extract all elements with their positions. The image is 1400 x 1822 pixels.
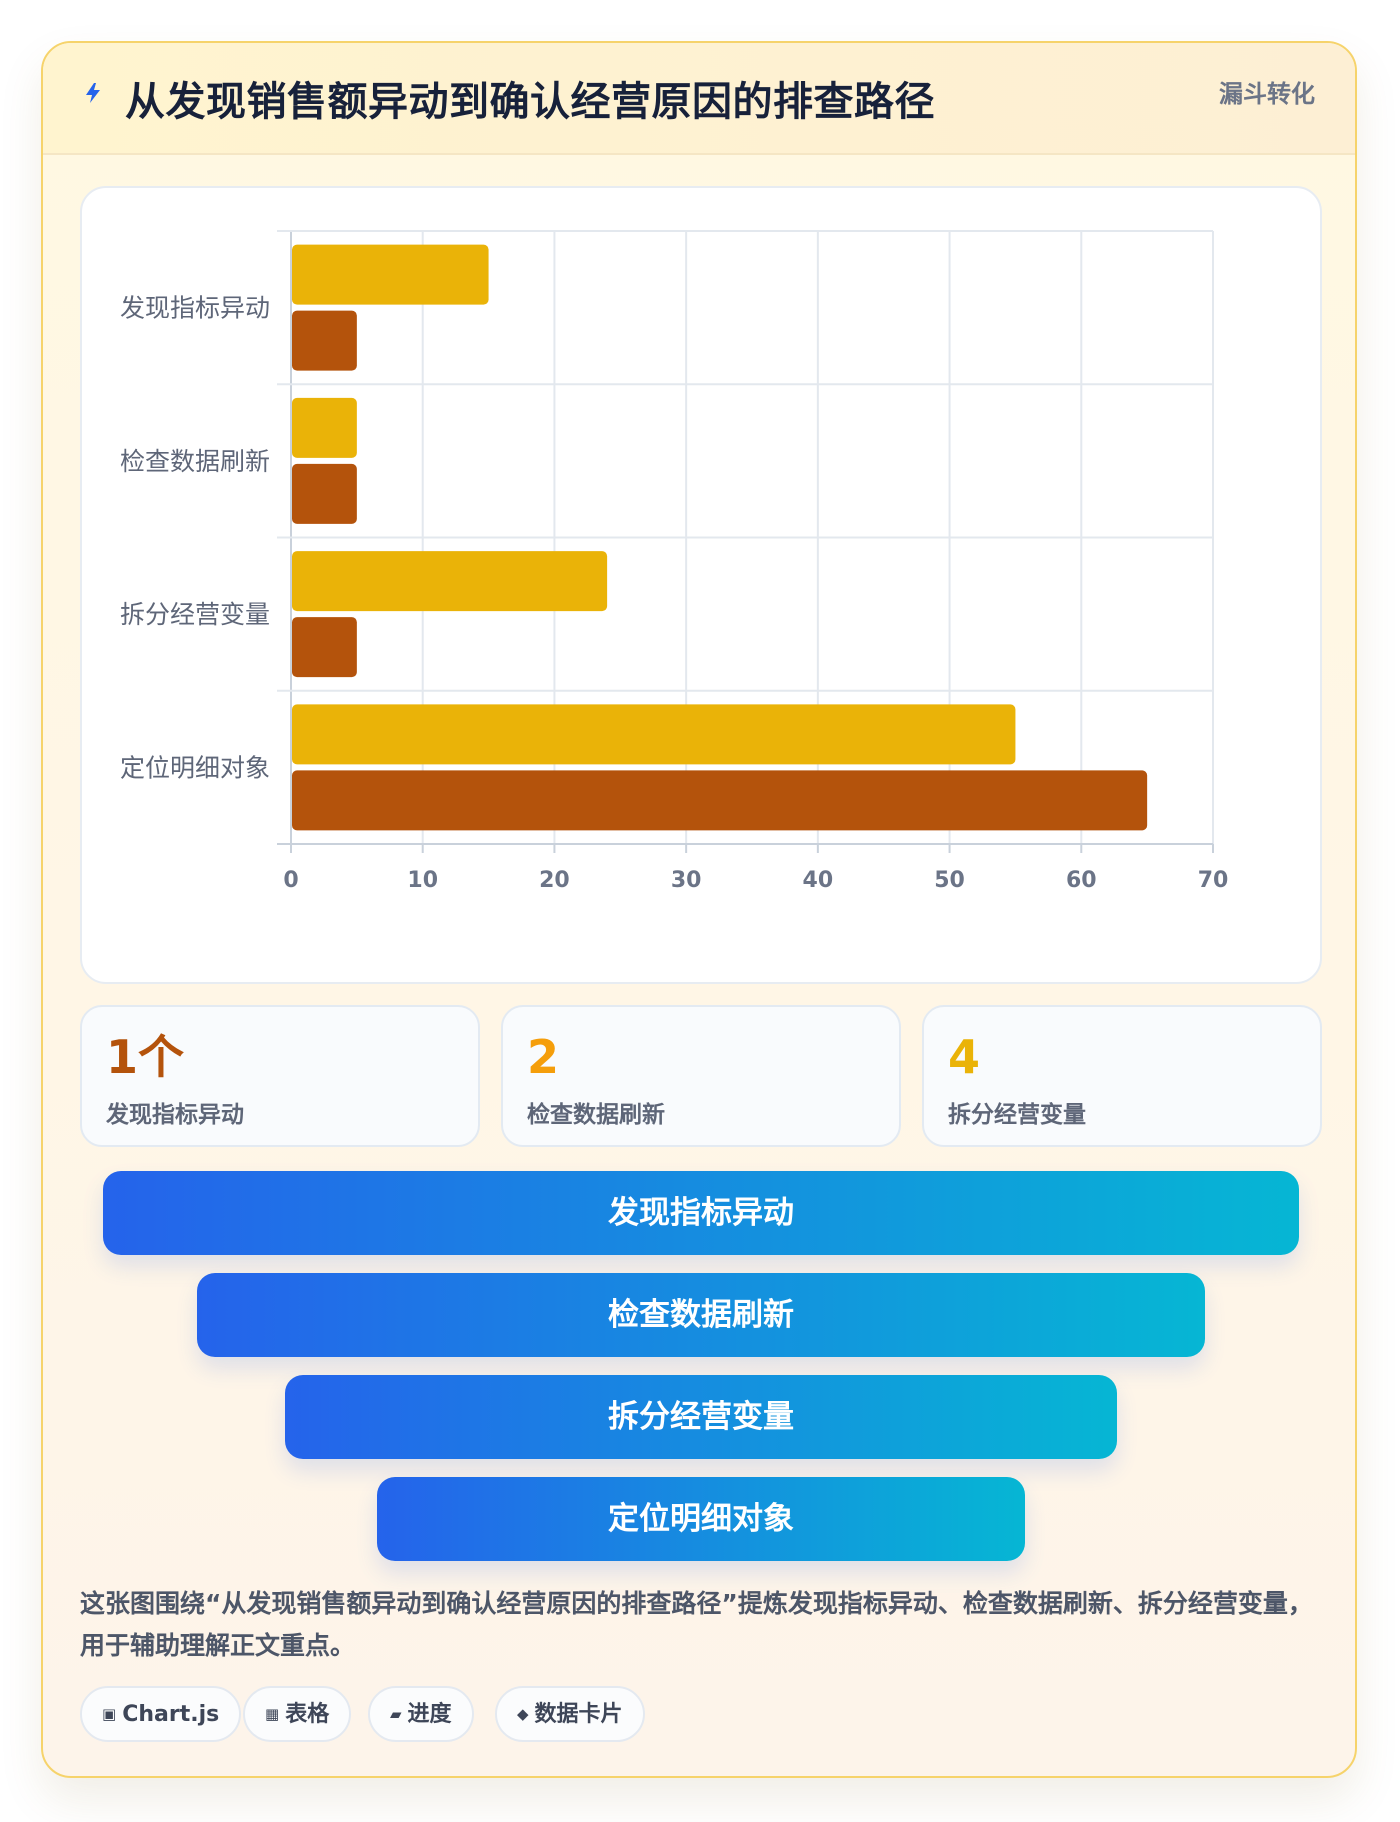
chart-frame-icon: ▣ [102, 1705, 117, 1723]
y-category-label: 拆分经营变量 [120, 600, 270, 629]
x-tick-label: 10 [407, 868, 438, 893]
funnel-step-2: 检查数据刷新 [197, 1273, 1205, 1357]
y-category-label: 检查数据刷新 [120, 447, 270, 476]
bar-series-1 [292, 244, 489, 305]
chip-label-data-card: 数据卡片 [534, 1702, 623, 1727]
bar-chart-panel: 0 10 20 30 40 50 60 70 发现指标异动 检查数据刷新 拆分经营变量 定位明细对象 [80, 186, 1322, 984]
bar-series-2 [292, 770, 1148, 831]
stat-value-1: 1个 [106, 1030, 185, 1084]
chip-progress[interactable]: ▰ 进度 [368, 1686, 474, 1742]
stat-value-2: 2 [527, 1030, 560, 1084]
bar-series-1 [292, 704, 1016, 765]
stat-value-3: 4 [948, 1030, 981, 1084]
chip-data-card[interactable]: ◆ 数据卡片 [495, 1686, 645, 1742]
bar-series-2 [292, 617, 357, 678]
stat-label-1: 发现指标异动 [106, 1102, 244, 1128]
x-tick-label: 60 [1066, 868, 1097, 893]
x-tick-label: 40 [803, 868, 834, 893]
chart-grid [277, 230, 1214, 853]
diamond-icon: ◆ [517, 1705, 529, 1723]
y-category-label: 发现指标异动 [120, 294, 270, 323]
x-tick-label: 70 [1198, 868, 1229, 893]
chip-label-progress: 进度 [407, 1702, 452, 1727]
card-header: 从发现销售额异动到确认经营原因的排查路径 漏斗转化 [43, 43, 1355, 155]
chart-card: 从发现销售额异动到确认经营原因的排查路径 漏斗转化 0 10 20 30 40 50 60 7… [41, 41, 1357, 1778]
x-tick-label: 20 [539, 868, 570, 893]
table-grid-icon: ▦ [265, 1705, 280, 1723]
chart-bars [292, 244, 1148, 831]
x-tick-label: 0 [283, 868, 298, 893]
y-category-label: 定位明细对象 [120, 753, 270, 782]
lightning-bolt-icon [86, 83, 100, 103]
stat-label-2: 检查数据刷新 [527, 1102, 665, 1128]
funnel-step-4: 定位明细对象 [377, 1477, 1025, 1561]
bar-series-2 [292, 310, 357, 371]
x-tick-label: 30 [671, 868, 702, 893]
stat-card-3: 4 拆分经营变量 [922, 1005, 1322, 1147]
bar-series-1 [292, 397, 357, 458]
funnel-step-1: 发现指标异动 [103, 1171, 1299, 1255]
chip-table[interactable]: ▦ 表格 [243, 1686, 352, 1742]
category-tag: 漏斗转化 [1219, 80, 1315, 108]
chip-label-table: 表格 [285, 1702, 330, 1727]
stat-card-2: 2 检查数据刷新 [501, 1005, 901, 1147]
stat-label-3: 拆分经营变量 [948, 1102, 1086, 1128]
chip-chartjs[interactable]: ▣ Chart.js [80, 1686, 242, 1742]
progress-bar-icon: ▰ [390, 1705, 402, 1723]
x-tick-label: 50 [934, 868, 965, 893]
chart-description: 这张图围绕“从发现销售额异动到确认经营原因的排查路径”提炼发现指标异动、检查数据… [80, 1589, 1313, 1660]
page-title: 从发现销售额异动到确认经营原因的排查路径 [125, 79, 935, 125]
bar-series-2 [292, 463, 357, 524]
stat-card-1: 1个 发现指标异动 [80, 1005, 480, 1147]
bar-series-1 [292, 551, 608, 612]
funnel-step-3: 拆分经营变量 [285, 1375, 1117, 1459]
chip-label-chartjs: Chart.js [122, 1702, 220, 1727]
